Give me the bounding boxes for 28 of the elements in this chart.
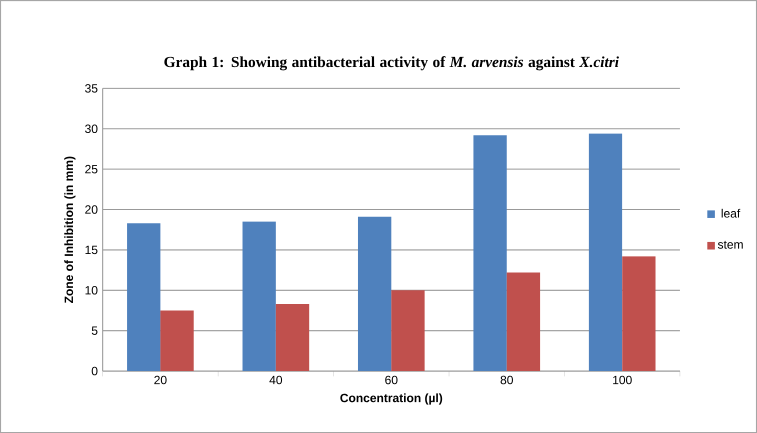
y-tick-label: 25 [85, 164, 98, 174]
y-tick-label: 15 [86, 246, 98, 254]
y-tick-label: 0 [92, 366, 98, 376]
x-tick-label: 80 [500, 376, 513, 384]
x-axis-title: Concentration (µl) [340, 393, 442, 405]
bar [276, 304, 310, 372]
bar [160, 310, 194, 372]
bar [622, 256, 656, 372]
bar [242, 222, 276, 372]
chart-title: Graph 1: Showing antibacterial activity of M. arvensis against X.citri [164, 56, 619, 70]
bar [473, 135, 507, 372]
y-tick-label: 35 [85, 84, 98, 93]
bar [391, 290, 425, 372]
y-axis-title: Zone of Inhibition (in mm) [64, 156, 76, 303]
x-tick-label: 60 [385, 376, 398, 384]
x-tick-label: 20 [154, 376, 167, 384]
bar [127, 223, 160, 372]
y-tick-label: 10 [86, 286, 98, 295]
legend-label: stem [718, 240, 743, 249]
y-tick-label: 20 [85, 205, 98, 214]
x-tick-label: 40 [269, 376, 282, 384]
y-tick-label: 30 [85, 124, 98, 134]
bar [588, 134, 622, 372]
bar [358, 216, 392, 372]
legend-label: leaf [722, 208, 740, 218]
x-tick-label: 100 [613, 376, 632, 384]
y-tick-label: 5 [92, 326, 98, 335]
bar [506, 272, 540, 372]
